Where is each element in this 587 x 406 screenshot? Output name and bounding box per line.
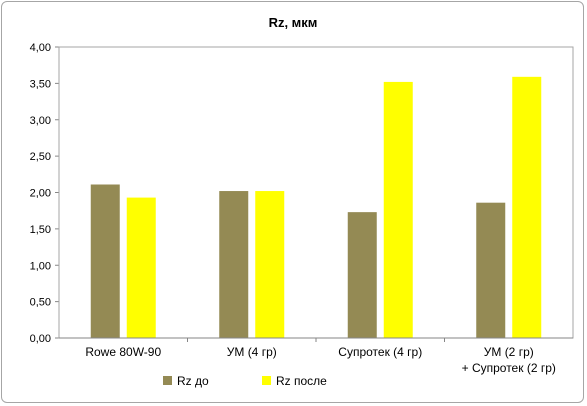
legend-label: Rz до (177, 374, 209, 388)
bar-rz-do (476, 202, 506, 338)
legend-swatch (163, 376, 172, 385)
x-category-label: УМ (2 гр) (484, 345, 534, 359)
x-axis: Rowe 80W-90 УМ (4 гр) Супротек (4 гр) УМ (2… (59, 337, 573, 375)
y-axis: 0,00 0,50 1,00 1,50 2,00 2,50 3,00 3,50 4,00 (30, 42, 60, 345)
y-tick-label: 3,00 (30, 115, 51, 127)
y-tick-label: 1,00 (30, 260, 51, 272)
bar-rz-posle (512, 76, 542, 338)
legend-label: Rz после (276, 374, 327, 388)
y-tick-label: 0,00 (30, 333, 51, 345)
bar-rz-posle (255, 191, 285, 338)
plot-area (58, 46, 574, 339)
legend-swatch (262, 376, 271, 385)
bar-rz-do (347, 212, 377, 338)
legend: Rz до Rz после (163, 374, 327, 388)
x-category-label: УМ (4 гр) (227, 345, 277, 359)
bar-rz-do (90, 184, 120, 338)
y-tick-label: 3,50 (30, 78, 51, 90)
x-category-label: + Супротек (2 гр) (462, 361, 556, 375)
y-tick-label: 2,00 (30, 188, 51, 200)
bar-rz-do (219, 191, 249, 338)
x-category-label: Супротек (4 гр) (338, 345, 422, 359)
chart-title: Rz, мкм (269, 15, 318, 30)
y-tick-label: 0,50 (30, 297, 51, 309)
x-category-label: Rowe 80W-90 (85, 345, 161, 359)
bar-rz-posle (126, 197, 156, 338)
y-tick-label: 1,50 (30, 224, 51, 236)
y-tick-label: 4,00 (30, 42, 51, 54)
bar-rz-posle (383, 81, 413, 339)
y-tick-label: 2,50 (30, 151, 51, 163)
